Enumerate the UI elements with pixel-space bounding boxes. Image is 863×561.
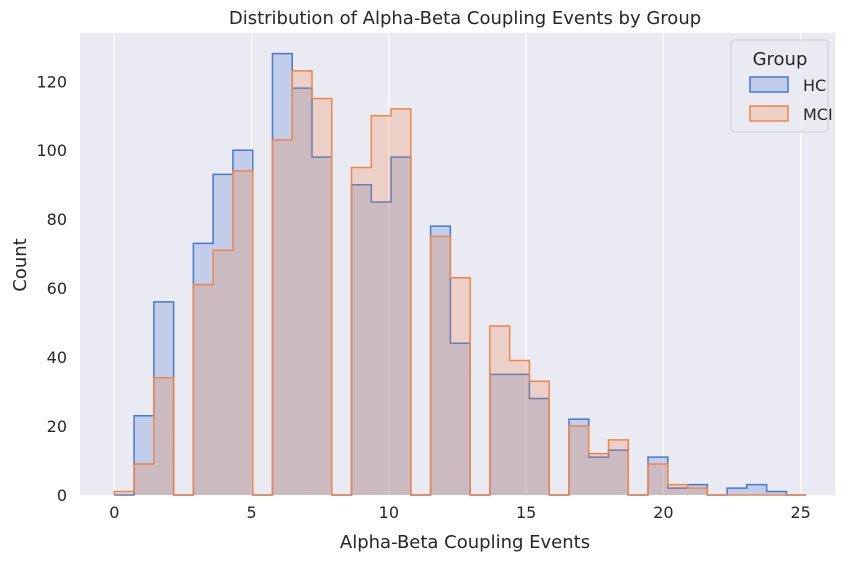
series-mci [113, 70, 807, 496]
series-hc [114, 52, 807, 496]
bar-mci [687, 488, 708, 495]
plot-background [80, 33, 835, 495]
bar-mci [272, 139, 293, 495]
y-tick-label: 80 [47, 210, 67, 229]
bar-hc [766, 491, 787, 495]
bar-mci [114, 491, 135, 495]
step-outline-mci [113, 70, 807, 496]
bar-hc [648, 457, 668, 495]
bar-mci [588, 453, 609, 495]
bar-mci [509, 360, 530, 495]
legend-label-hc: HC [803, 76, 826, 95]
bar-hc [351, 184, 372, 496]
x-tick-label: 25 [791, 503, 811, 522]
bar-mci [667, 484, 688, 495]
y-tick-label: 60 [47, 279, 67, 298]
bar-mci [213, 250, 233, 495]
bar-mci [371, 115, 392, 495]
x-tick-label: 15 [516, 503, 536, 522]
bar-hc [667, 488, 688, 495]
legend-swatch-hc [749, 76, 789, 93]
legend-swatch-mci [749, 105, 789, 122]
bar-mci [311, 98, 332, 496]
bar-mci [391, 108, 411, 496]
legend-frame [730, 39, 829, 133]
y-axis-label: Count [10, 238, 31, 291]
bar-hc [529, 398, 550, 495]
bar-hc [489, 374, 510, 495]
legend-label-mci: MCI [803, 105, 833, 124]
y-tick-label: 0 [57, 486, 67, 505]
bar-mci [193, 284, 214, 495]
bar-mci [351, 167, 372, 495]
bar-hc [568, 419, 589, 495]
legend: Group HC MCI [730, 39, 833, 133]
bar-hc [509, 374, 530, 495]
grid-lines [113, 33, 802, 495]
bar-hc [232, 150, 253, 495]
bar-hc [608, 450, 629, 495]
x-tick-label: 20 [653, 503, 673, 522]
histogram-bars [113, 52, 807, 496]
bar-hc [193, 243, 214, 495]
bar-hc [311, 157, 332, 496]
bar-hc [292, 88, 312, 495]
bar-hc [272, 53, 293, 496]
bar-mci [608, 439, 629, 495]
y-tick-label: 20 [47, 417, 67, 436]
bar-hc [153, 301, 174, 495]
x-axis-ticks: 0 5 10 15 20 25 [109, 503, 811, 522]
bar-hc [588, 457, 609, 495]
bar-mci [430, 236, 451, 495]
bar-hc [371, 201, 392, 495]
bar-hc [687, 484, 708, 495]
x-axis-label: Alpha-Beta Coupling Events [340, 532, 590, 553]
bar-mci [648, 463, 668, 495]
x-tick-label: 10 [379, 503, 399, 522]
bar-hc [430, 226, 451, 495]
bar-mci [450, 277, 471, 495]
bar-mci [232, 170, 253, 495]
bar-hc [134, 415, 154, 495]
y-tick-label: 120 [36, 72, 67, 91]
bar-hc [213, 174, 233, 495]
bar-hc [391, 157, 411, 496]
chart-title: Distribution of Alpha-Beta Coupling Even… [229, 8, 701, 29]
y-tick-label: 40 [47, 348, 67, 367]
bar-mci [568, 426, 589, 495]
y-tick-label: 100 [36, 141, 67, 160]
bar-hc [746, 484, 767, 495]
bar-mci [134, 463, 154, 495]
bar-hc [727, 488, 747, 495]
bar-mci [489, 326, 510, 495]
x-tick-label: 0 [109, 503, 119, 522]
legend-title: Group [753, 49, 808, 70]
bar-mci [153, 377, 174, 495]
bar-mci [292, 70, 312, 495]
bar-hc [450, 343, 471, 495]
y-axis-ticks: 0 20 40 60 80 100 120 [36, 72, 67, 505]
bar-mci [529, 381, 550, 495]
x-tick-label: 5 [246, 503, 256, 522]
